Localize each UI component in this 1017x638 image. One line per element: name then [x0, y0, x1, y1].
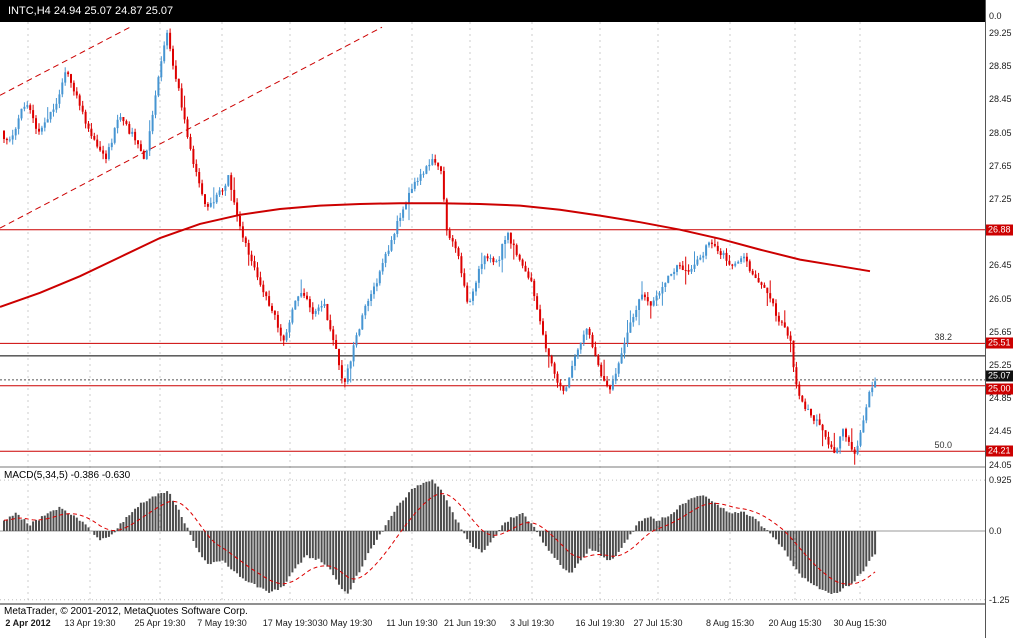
time-axis-label: 20 Aug 15:30: [768, 618, 822, 628]
price-axis-highlight: 24.21: [986, 445, 1013, 457]
price-axis-label: 28.05: [989, 127, 1012, 138]
time-axis-label: 25 Apr 19:30: [134, 618, 186, 628]
price-axis-highlight: 25.07: [986, 370, 1013, 382]
macd-axis-label: 0.925: [989, 475, 1012, 486]
price-axis-label: 28.85: [989, 61, 1012, 72]
price-axis-label: 29.25: [989, 28, 1012, 38]
price-axis-label: 28.45: [989, 94, 1012, 105]
fib-level-0-label: 0.0: [989, 11, 1002, 22]
macd-indicator-label: MACD(5,34,5) -0.386 -0.630: [4, 470, 131, 481]
time-axis-label: 30 May 19:30: [317, 618, 373, 628]
price-axis-label: 24.05: [989, 459, 1012, 470]
price-axis-highlight: 25.00: [986, 383, 1013, 395]
time-axis-label: 21 Jun 19:30: [443, 618, 497, 628]
time-axis-label: 3 Jul 19:30: [509, 618, 555, 628]
chart-title-bar: INTC,H4 24.94 25.07 24.87 25.07: [0, 0, 985, 22]
price-axis-label: 27.25: [989, 194, 1012, 204]
time-axis-label: 30 Aug 15:30: [833, 618, 887, 628]
price-axis-label: 24.85: [989, 393, 1012, 404]
price-axis-highlight: 25.51: [986, 337, 1013, 349]
price-axis-label: 25.25: [989, 360, 1012, 370]
time-axis-label: 11 Jun 19:30: [386, 618, 438, 628]
copyright-label: MetaTrader, © 2001-2012, MetaQuotes Soft…: [4, 606, 248, 617]
price-axis-label: 26.05: [989, 293, 1012, 304]
price-axis-label: 25.65: [989, 326, 1012, 337]
price-axis-label: 26.45: [989, 260, 1012, 271]
macd-axis-label: 0.0: [989, 526, 1002, 536]
price-axis[interactable]: 29.25 28.85 28.45 28.05 27.65 27.25 26.45 26.05…: [985, 0, 1017, 638]
symbol-ohlc-label: INTC,H4 24.94 25.07 24.87 25.07: [8, 5, 174, 17]
time-axis-label: 17 May 19:30: [262, 618, 318, 628]
time-axis-label: 27 Jul 15:30: [633, 618, 683, 628]
price-axis-highlight: 26.88: [986, 224, 1013, 236]
time-axis-label: 8 Aug 15:30: [705, 618, 755, 628]
price-axis-label: 27.65: [989, 160, 1012, 171]
time-axis-label: 2 Apr 2012: [5, 618, 51, 628]
time-axis-label: 13 Apr 19:30: [64, 618, 116, 628]
price-axis-label: 24.45: [989, 426, 1012, 437]
macd-axis-label: -1.25: [989, 594, 1010, 605]
time-axis-label: 16 Jul 19:30: [575, 618, 625, 628]
time-axis-label: 7 May 19:30: [197, 618, 247, 628]
time-axis[interactable]: 2 Apr 2012 13 Apr 19:30 25 Apr 19:30 7 May …: [0, 616, 985, 638]
